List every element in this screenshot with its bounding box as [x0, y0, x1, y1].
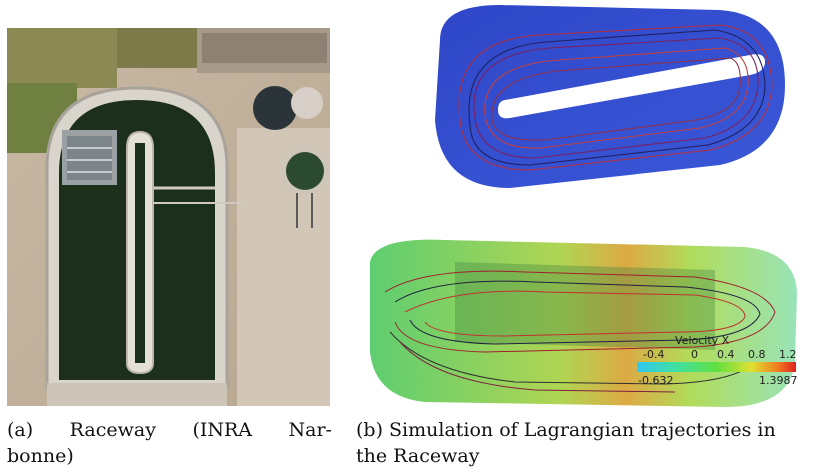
caption-word: Nar-	[288, 419, 332, 441]
simulation-3d-view: Velocity X -0.4 0 0.4 0.8 1.2 -0.632 1.3…	[370, 239, 798, 407]
colorbar-tick: 0.8	[748, 348, 766, 361]
caption-line: (b) Simulation of Lagrangian trajectorie…	[356, 419, 776, 441]
caption-word: Raceway	[69, 419, 156, 441]
colorbar	[637, 362, 796, 372]
colorbar-tick: -0.4	[643, 348, 664, 361]
colorbar-tick: 1.2	[779, 348, 797, 361]
caption-word: (INRA	[192, 419, 253, 441]
raceway-photo	[7, 28, 330, 406]
colorbar-title: Velocity X	[675, 334, 730, 347]
colorbar-tick: 0.4	[717, 348, 735, 361]
colorbar-ticks: -0.4 0 0.4 0.8 1.2	[643, 348, 797, 361]
caption-panel-a: (a) Raceway (INRA Nar- bonne)	[7, 417, 332, 469]
colorbar-max-label: 1.3987	[759, 374, 798, 387]
caption-label: (a)	[7, 419, 34, 441]
caption-line: the Raceway	[356, 445, 480, 467]
simulation-top-view	[435, 5, 785, 188]
caption-panel-b: (b) Simulation of Lagrangian trajectorie…	[356, 417, 816, 469]
colorbar-min-label: -0.632	[638, 374, 673, 387]
colorbar-tick: 0	[691, 348, 698, 361]
caption-line: bonne)	[7, 445, 74, 467]
